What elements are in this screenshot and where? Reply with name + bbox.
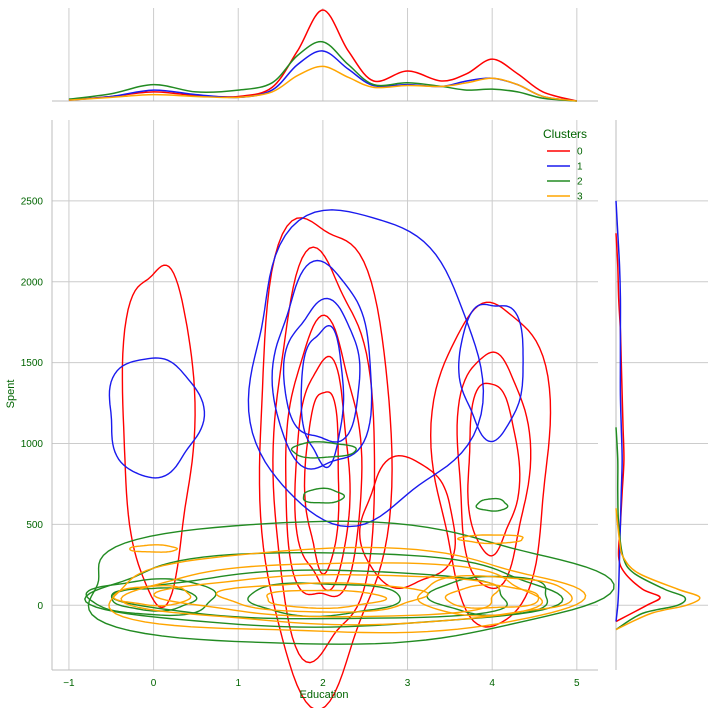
y-axis-label: Spent [5,380,17,409]
x-tick-label: 0 [151,678,157,689]
legend-label-cluster-1: 1 [577,162,583,173]
kde-contour-cluster-3 [444,584,540,609]
kde-contour-cluster-1 [247,209,485,528]
kde-contour-cluster-0 [303,391,340,575]
marginal-y-curve-cluster-3 [615,508,701,631]
legend-label-cluster-2: 2 [577,177,583,188]
kde-contour-cluster-0 [258,217,393,708]
kde-contour-cluster-2 [290,441,357,459]
y-tick-label: 1000 [21,439,44,450]
legend-title: Clusters [543,127,587,141]
kde-contour-cluster-2 [475,497,509,512]
y-tick-label: 1500 [21,358,44,369]
marginal-y-plot [615,120,708,670]
kde-contour-cluster-1 [271,259,373,470]
kde-contour-cluster-3 [153,574,501,618]
kde-contour-cluster-3 [416,575,573,617]
main-plot-area: −1 0 1 2 3 4 5 0 500 1000 1500 2000 2500 [21,120,615,708]
marginal-x-curve-cluster-0 [68,9,578,102]
x-tick-label: 5 [574,678,580,689]
marginal-y-curve-cluster-1 [615,200,623,622]
marginal-y-curve-cluster-0 [615,233,661,623]
grid-lines [51,120,598,671]
kde-contour-cluster-1 [108,357,206,479]
kde-contour-cluster-3 [266,589,388,609]
y-tick-label: 500 [26,520,43,531]
x-tick-label: 2 [320,678,326,689]
legend: Clusters 0 1 2 3 [543,127,587,203]
y-tick-label: 0 [37,601,43,612]
x-axis-label: Education [300,689,349,701]
kde-contour-cluster-0 [272,246,376,664]
marginal-x-plot [52,8,598,102]
y-tick-label: 2500 [21,196,44,207]
marginal-x-curve-cluster-2 [68,40,577,102]
y-tick-label: 2000 [21,277,44,288]
legend-label-cluster-3: 3 [577,192,583,203]
kde-contour-cluster-3 [112,585,192,607]
kde-contour-cluster-3 [129,544,179,553]
marginal-y-curve-cluster-2 [615,427,687,631]
kde-contour-cluster-1 [457,303,524,443]
kde-contour-cluster-0 [294,355,351,592]
kde-contour-cluster-2 [302,487,345,504]
kde-contour-cluster-3 [457,534,524,545]
kde-contour-cluster-0 [285,314,363,598]
tick-labels: −1 0 1 2 3 4 5 0 500 1000 1500 2000 2500 [21,196,580,689]
kde-contour-cluster-1 [282,297,361,443]
x-tick-label: 1 [235,678,241,689]
x-tick-label: 4 [489,678,495,689]
x-tick-label: 3 [405,678,411,689]
kde-contour-cluster-2 [87,520,615,645]
kde-contour-cluster-0 [121,264,196,609]
kde-contour-cluster-3 [120,562,544,626]
x-tick-label: −1 [63,678,75,689]
kde-contour-cluster-3 [215,582,429,613]
kde-contours [84,209,615,708]
legend-label-cluster-0: 0 [577,147,583,158]
kde-contour-cluster-0 [467,382,521,557]
marginal-x-curve-cluster-3 [68,65,577,102]
